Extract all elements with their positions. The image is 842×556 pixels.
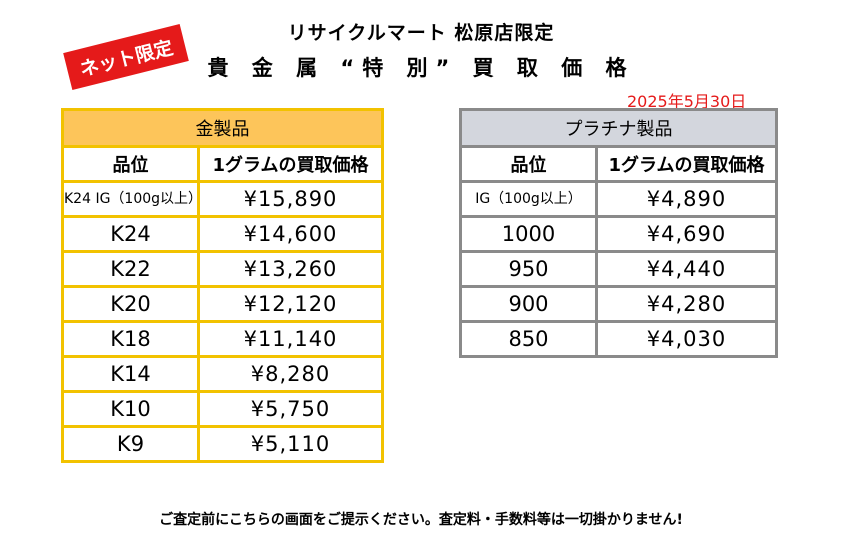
platinum-grade: 850 — [459, 320, 598, 358]
table-row: 900 ¥4,280 — [459, 285, 778, 323]
table-row: 850 ¥4,030 — [459, 320, 778, 358]
table-row: 950 ¥4,440 — [459, 250, 778, 288]
table-row: IG（100g以上） ¥4,890 — [459, 180, 778, 218]
gold-price: ¥5,750 — [197, 390, 384, 428]
gold-price: ¥15,890 — [197, 180, 384, 218]
platinum-col-grade: 品位 — [459, 145, 598, 183]
table-row: K24 ¥14,600 — [61, 215, 384, 253]
gold-grade: K18 — [61, 320, 200, 358]
platinum-price: ¥4,030 — [595, 320, 778, 358]
gold-col-grade: 品位 — [61, 145, 200, 183]
gold-grade: K14 — [61, 355, 200, 393]
gold-grade: K10 — [61, 390, 200, 428]
gold-price: ¥12,120 — [197, 285, 384, 323]
platinum-grade: 950 — [459, 250, 598, 288]
platinum-grade: 1000 — [459, 215, 598, 253]
gold-price-table: 金製品 品位 1グラムの買取価格 K24 IG（100g以上） ¥15,890 … — [61, 108, 384, 463]
platinum-price: ¥4,890 — [595, 180, 778, 218]
platinum-price: ¥4,440 — [595, 250, 778, 288]
gold-table-title: 金製品 — [61, 108, 384, 148]
platinum-table-title: プラチナ製品 — [459, 108, 778, 148]
table-row: 1000 ¥4,690 — [459, 215, 778, 253]
footer-note: ご査定前にこちらの画面をご提示ください。査定料・手数料等は一切掛かりません! — [159, 512, 683, 528]
platinum-grade: IG（100g以上） — [459, 180, 598, 218]
gold-price: ¥8,280 — [197, 355, 384, 393]
table-row: K10 ¥5,750 — [61, 390, 384, 428]
gold-price: ¥13,260 — [197, 250, 384, 288]
table-row: K9 ¥5,110 — [61, 425, 384, 463]
price-date: 2025年5月30日 — [627, 92, 747, 111]
platinum-col-price: 1グラムの買取価格 — [595, 145, 778, 183]
platinum-price-table: プラチナ製品 品位 1グラムの買取価格 IG（100g以上） ¥4,890 10… — [459, 108, 778, 358]
gold-grade: K24 — [61, 215, 200, 253]
table-row: K18 ¥11,140 — [61, 320, 384, 358]
gold-grade: K9 — [61, 425, 200, 463]
page-title: 貴 金 属 “特 別” 買 取 価 格 — [207, 56, 635, 80]
gold-grade: K24 IG（100g以上） — [61, 180, 200, 218]
platinum-grade: 900 — [459, 285, 598, 323]
gold-grade: K20 — [61, 285, 200, 323]
store-title: リサイクルマート 松原店限定 — [287, 22, 555, 44]
gold-col-price: 1グラムの買取価格 — [197, 145, 384, 183]
gold-grade: K22 — [61, 250, 200, 288]
table-row: K24 IG（100g以上） ¥15,890 — [61, 180, 384, 218]
table-row: K20 ¥12,120 — [61, 285, 384, 323]
platinum-price: ¥4,690 — [595, 215, 778, 253]
gold-price: ¥5,110 — [197, 425, 384, 463]
table-row: K22 ¥13,260 — [61, 250, 384, 288]
table-row: K14 ¥8,280 — [61, 355, 384, 393]
gold-price: ¥14,600 — [197, 215, 384, 253]
gold-price: ¥11,140 — [197, 320, 384, 358]
platinum-price: ¥4,280 — [595, 285, 778, 323]
